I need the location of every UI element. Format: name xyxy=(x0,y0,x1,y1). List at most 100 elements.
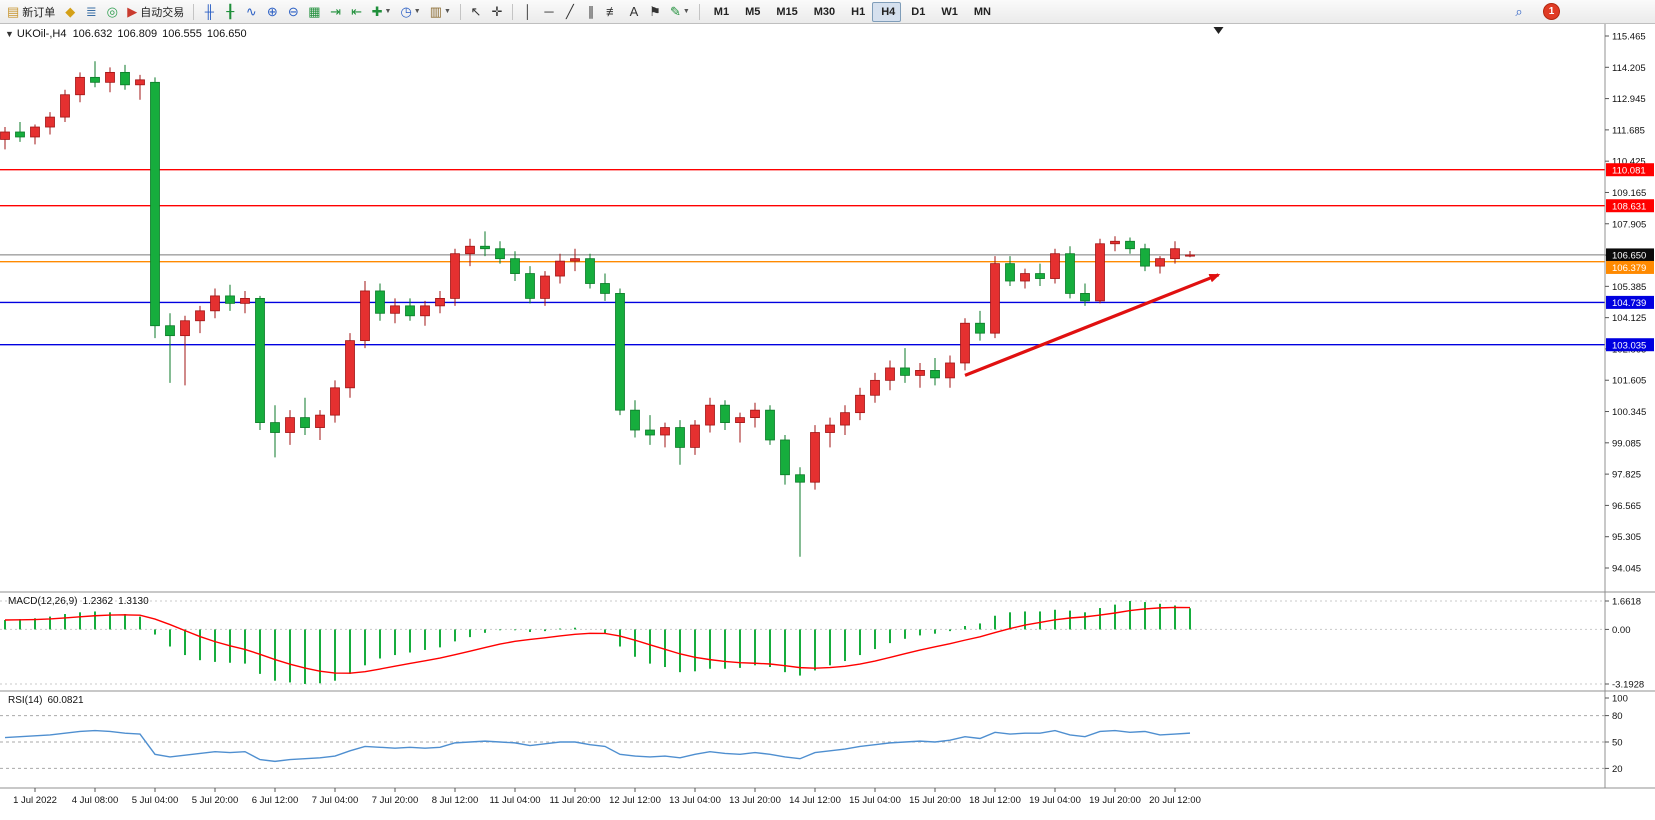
candle-body xyxy=(825,424,835,433)
text-button[interactable]: A xyxy=(624,2,644,22)
timeframe-w1-label: W1 xyxy=(941,5,958,18)
chart-shift-marker[interactable] xyxy=(1213,27,1224,34)
arrows-button[interactable]: ⚑ xyxy=(645,2,665,22)
search-button[interactable]: ⌕ xyxy=(1509,2,1529,22)
fibonacci-button[interactable]: ≢ xyxy=(602,2,623,22)
chart-window: 115.465 114.205 112.945 111.685 110.425 109.1… xyxy=(0,24,1655,820)
draw-objects-button[interactable]: ✎ ▼ xyxy=(666,2,694,22)
price-axis-label: 111.685 xyxy=(1612,125,1645,136)
vertical-line-button[interactable]: │ xyxy=(518,2,538,22)
notifications-button[interactable]: 1 xyxy=(1539,2,1564,22)
macd-axis-label: 0.00 xyxy=(1612,625,1631,636)
candle-body xyxy=(75,76,85,96)
price-line-axis-label-text: 104.739 xyxy=(1612,298,1646,309)
price-axis-label: 105.385 xyxy=(1612,282,1646,293)
candle-body xyxy=(840,412,850,426)
indicators-button[interactable]: ✚ ▼ xyxy=(368,2,396,22)
bar-chart-icon: ╫ xyxy=(204,4,214,19)
candle-body xyxy=(420,305,430,317)
candle-body xyxy=(885,367,895,381)
equidistant-channel-button[interactable]: ∥ xyxy=(581,2,601,22)
candle-body xyxy=(750,409,760,419)
metaeditor-button[interactable]: ◆ xyxy=(60,2,80,22)
candle-body xyxy=(450,253,460,299)
candle-body xyxy=(765,409,775,441)
candle-body xyxy=(195,310,205,322)
time-axis-label: 13 Jul 20:00 xyxy=(729,795,781,806)
timeframe-h4-button[interactable]: H4 xyxy=(872,1,902,22)
trend-arrow[interactable] xyxy=(964,273,1221,377)
timeframe-m1-button[interactable]: M1 xyxy=(705,2,735,22)
cursor-button[interactable]: ↖ xyxy=(466,2,486,22)
macd-signal-line xyxy=(4,606,1191,674)
candle-body xyxy=(870,379,880,396)
timeframe-m30-label: M30 xyxy=(813,5,836,18)
candle-body xyxy=(345,340,355,389)
timeframe-m5-button[interactable]: M5 xyxy=(736,2,766,22)
horizontal-line-button[interactable]: ─ xyxy=(539,2,559,22)
candle-body xyxy=(405,305,415,317)
time-axis-label: 20 Jul 12:00 xyxy=(1149,795,1201,806)
candle-body xyxy=(15,131,25,138)
timeframe-d1-label: D1 xyxy=(911,5,926,18)
auto-scroll-button[interactable]: ⇥ xyxy=(326,2,346,22)
tile-windows-button[interactable]: ▦ xyxy=(304,2,324,22)
autotrading-icon: ▶ xyxy=(127,4,138,19)
candlestick-chart-icon: ╂ xyxy=(226,4,235,19)
price-line-axis-label-text: 108.631 xyxy=(1612,202,1646,213)
line-chart-button[interactable]: ∿ xyxy=(241,2,261,22)
candle-body xyxy=(30,126,40,138)
timeframe-m15-button[interactable]: M15 xyxy=(767,2,803,22)
bar-chart-button[interactable]: ╫ xyxy=(199,2,219,22)
price-line-axis-label-text: 103.035 xyxy=(1612,341,1646,352)
zoom-out-button[interactable]: ⊖ xyxy=(283,2,303,22)
rsi-axis-label: 80 xyxy=(1612,711,1623,722)
navigator-button[interactable]: ◎ xyxy=(102,2,122,22)
price-line-axis-label-text: 106.650 xyxy=(1612,251,1646,262)
candle-body xyxy=(315,414,325,428)
timeframe-d1-button[interactable]: D1 xyxy=(902,2,931,22)
candle-body xyxy=(270,422,280,433)
time-axis-label: 18 Jul 12:00 xyxy=(969,795,1021,806)
zoom-in-button[interactable]: ⊕ xyxy=(262,2,282,22)
candlestick-chart-button[interactable]: ╂ xyxy=(220,2,240,22)
candle-body xyxy=(435,297,445,307)
timeframe-h1-label: H1 xyxy=(851,5,866,18)
trendline-button[interactable]: ╱ xyxy=(560,2,580,22)
macd-axis-label: -3.1928 xyxy=(1612,680,1644,691)
candle-body xyxy=(585,258,595,284)
draw-objects-icon: ✎ xyxy=(669,4,681,19)
dropdown-caret-icon: ▼ xyxy=(444,8,451,15)
autotrading-label: 自动交易 xyxy=(140,6,185,19)
time-axis-label: 7 Jul 20:00 xyxy=(372,795,418,806)
market-watch-button[interactable]: ≣ xyxy=(81,2,101,22)
trendline-icon: ╱ xyxy=(566,4,574,19)
timeframe-w1-button[interactable]: W1 xyxy=(932,2,964,22)
candle-body xyxy=(1020,273,1030,282)
time-axis-label: 5 Jul 20:00 xyxy=(192,795,238,806)
candle-body xyxy=(780,439,790,476)
crosshair-button[interactable]: ✛ xyxy=(487,2,507,22)
timeframe-m15-label: M15 xyxy=(776,5,798,18)
new-order-button[interactable]: ▤ 新订单 xyxy=(3,2,59,22)
price-axis-label: 112.945 xyxy=(1612,94,1646,105)
candle-body xyxy=(525,273,535,299)
dropdown-caret-icon: ▼ xyxy=(413,8,421,15)
timeframe-h1-button[interactable]: H1 xyxy=(842,2,871,22)
notification-badge: 1 xyxy=(1543,3,1560,20)
equidistant-channel-icon: ∥ xyxy=(587,4,595,19)
timeframe-mn-button[interactable]: MN xyxy=(965,2,997,22)
price-line-axis-label xyxy=(1606,248,1654,262)
autotrading-button[interactable]: ▶ 自动交易 xyxy=(123,2,188,22)
dropdown-caret-icon: ▼ xyxy=(384,8,392,15)
arrows-icon: ⚑ xyxy=(649,4,661,19)
templates-button[interactable]: ▥ ▼ xyxy=(426,2,455,22)
time-axis-label: 13 Jul 04:00 xyxy=(669,795,721,806)
candlestick-series xyxy=(0,61,1195,557)
chart-shift-button[interactable]: ⇤ xyxy=(347,2,367,22)
timeframe-m30-button[interactable]: M30 xyxy=(805,2,841,22)
candle-body xyxy=(255,297,265,423)
time-axis-label: 19 Jul 20:00 xyxy=(1089,795,1141,806)
periods-button[interactable]: ◷ ▼ xyxy=(396,2,424,22)
rsi-line xyxy=(4,729,1191,763)
